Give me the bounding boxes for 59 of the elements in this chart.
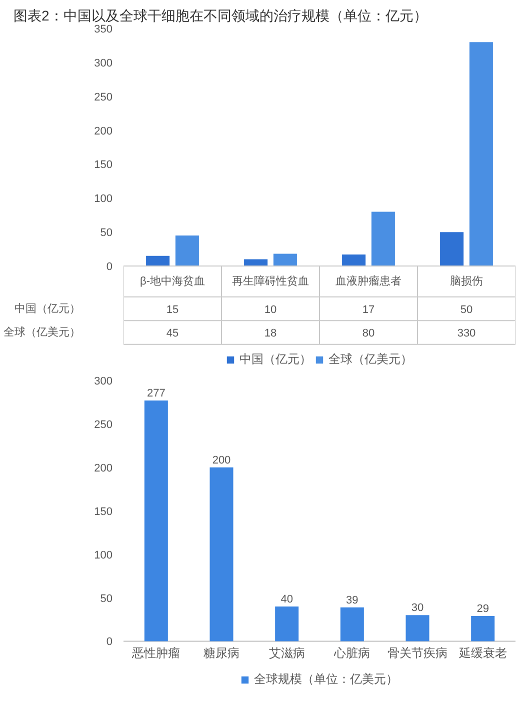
data-label: 10 [264,304,277,316]
x-tick-label: β-地中海贫血 [140,274,206,288]
y-tick-label: 50 [100,592,113,605]
chart-title: 图表2：中国以及全球干细胞在不同领域的治疗规模（单位：亿元） [14,8,428,24]
bar [406,615,430,642]
y-tick-label: 150 [94,506,113,518]
bar [210,467,234,642]
bar [146,256,170,266]
data-label: 17 [362,304,375,316]
legend-label: 全球规模（单位：亿美元） [254,671,398,688]
legend-label: 全球（亿美元） [328,351,412,368]
bar [342,254,366,266]
y-tick-label: 100 [94,193,113,206]
y-tick-label: 300 [94,376,113,388]
y-tick-label: 0 [106,261,113,273]
data-label: 30 [411,602,424,614]
bar [144,400,168,642]
data-label: 40 [280,593,293,606]
y-tick-label: 200 [94,125,113,138]
bar [175,235,199,266]
y-tick-label: 300 [94,57,113,70]
data-label: 50 [460,304,473,316]
x-tick-label: 脑损伤 [450,274,483,288]
data-label: 15 [166,304,179,316]
x-tick-label: 艾滋病 [268,646,305,660]
text: 中国（亿元） [14,302,80,315]
x-tick-label: 再生障碍性贫血 [232,274,309,288]
data-label: 330 [457,328,476,340]
y-tick-label: 150 [94,159,113,172]
data-label: 80 [362,328,375,340]
bar [244,259,268,266]
y-tick-label: 0 [106,636,113,648]
data-label: 45 [166,328,179,340]
y-tick-label: 200 [94,462,113,474]
bar [275,606,299,642]
data-label: 39 [346,594,358,606]
y-tick-label: 50 [100,227,113,240]
data-label: 29 [476,603,489,616]
data-label: 18 [264,328,277,340]
bar [469,42,493,266]
text: 全球（亿美元） [4,326,80,338]
bar [471,616,495,642]
legend-label: 中国（亿元） [240,351,312,368]
x-tick-label: 心脏病 [333,646,370,660]
x-tick-label: 糖尿病 [204,646,240,660]
bar [371,212,395,266]
y-tick-label: 350 [94,24,113,36]
bar [340,607,364,642]
x-tick-label: 骨关节疾病 [388,646,448,660]
y-tick-label: 100 [94,549,113,562]
data-label: 277 [146,387,166,400]
x-tick-label: 恶性肿瘤 [131,646,180,660]
bar [440,232,464,266]
data-label: 200 [212,454,231,466]
y-tick-label: 250 [94,418,113,431]
bar [273,254,297,266]
y-tick-label: 250 [94,91,113,104]
x-tick-label: 延缓衰老 [458,646,507,660]
x-tick-label: 血液肿瘤患者 [336,274,402,288]
